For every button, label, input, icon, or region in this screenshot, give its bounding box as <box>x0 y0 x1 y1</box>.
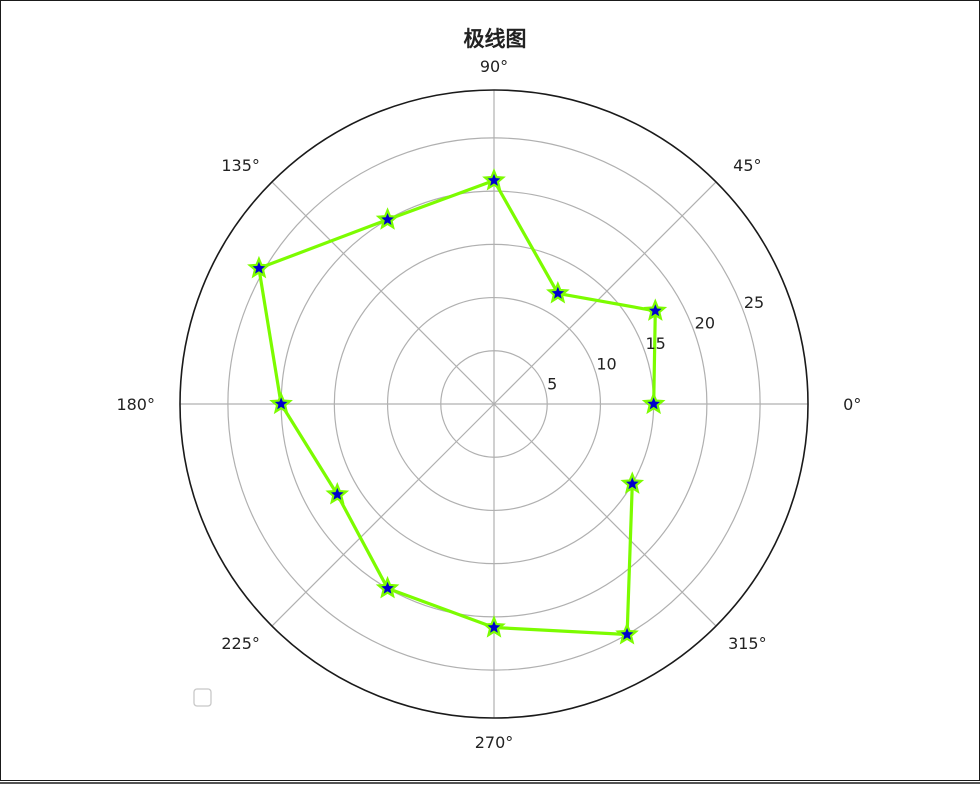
data-point-marker-60 <box>546 280 570 304</box>
r-tick-label-25: 25 <box>744 293 764 312</box>
chart-title: 极线图 <box>464 27 527 51</box>
theta-tick-label-270: 270° <box>475 733 514 752</box>
r-tick-label-20: 20 <box>695 314 715 333</box>
series-layer <box>247 168 668 645</box>
data-point-marker-180 <box>269 391 293 415</box>
theta-grid-line-315 <box>493 403 717 627</box>
data-point-marker-120 <box>375 207 400 230</box>
legend-box <box>193 688 212 707</box>
theta-grid-line-135 <box>271 181 495 405</box>
r-tick-label-10: 10 <box>596 354 616 373</box>
theta-tick-label-0: 0° <box>843 395 861 414</box>
data-point-marker-330 <box>620 471 645 494</box>
data-point-marker-240 <box>375 575 400 599</box>
data-point-marker-300 <box>615 622 639 645</box>
data-point-marker-30 <box>643 298 668 321</box>
theta-tick-label-225: 225° <box>221 634 260 653</box>
series-line-0 <box>257 178 657 637</box>
data-point-marker-210 <box>325 482 350 505</box>
data-point-marker-0 <box>641 391 666 415</box>
bottom-rule <box>0 782 980 784</box>
r-tick-label-15: 15 <box>646 334 666 353</box>
theta-tick-label-45: 45° <box>733 156 761 175</box>
polar-outer-boundary <box>179 89 809 719</box>
data-point-marker-90 <box>482 168 506 191</box>
legend <box>193 688 212 707</box>
theta-grid-line-225 <box>271 403 495 627</box>
theta-grid-line-45 <box>493 181 717 405</box>
theta-tick-label-135: 135° <box>221 156 260 175</box>
theta-tick-label-180: 180° <box>116 395 155 414</box>
axis-labels: 0° 45° 90° 135° 180° 225° 270° 315° 5 10 15 20 25 <box>116 57 861 752</box>
theta-tick-label-315: 315° <box>728 634 767 653</box>
theta-tick-label-90: 90° <box>480 57 508 76</box>
data-point-marker-150 <box>247 255 271 279</box>
data-point-marker-270 <box>482 615 506 638</box>
r-tick-label-5: 5 <box>547 375 557 394</box>
